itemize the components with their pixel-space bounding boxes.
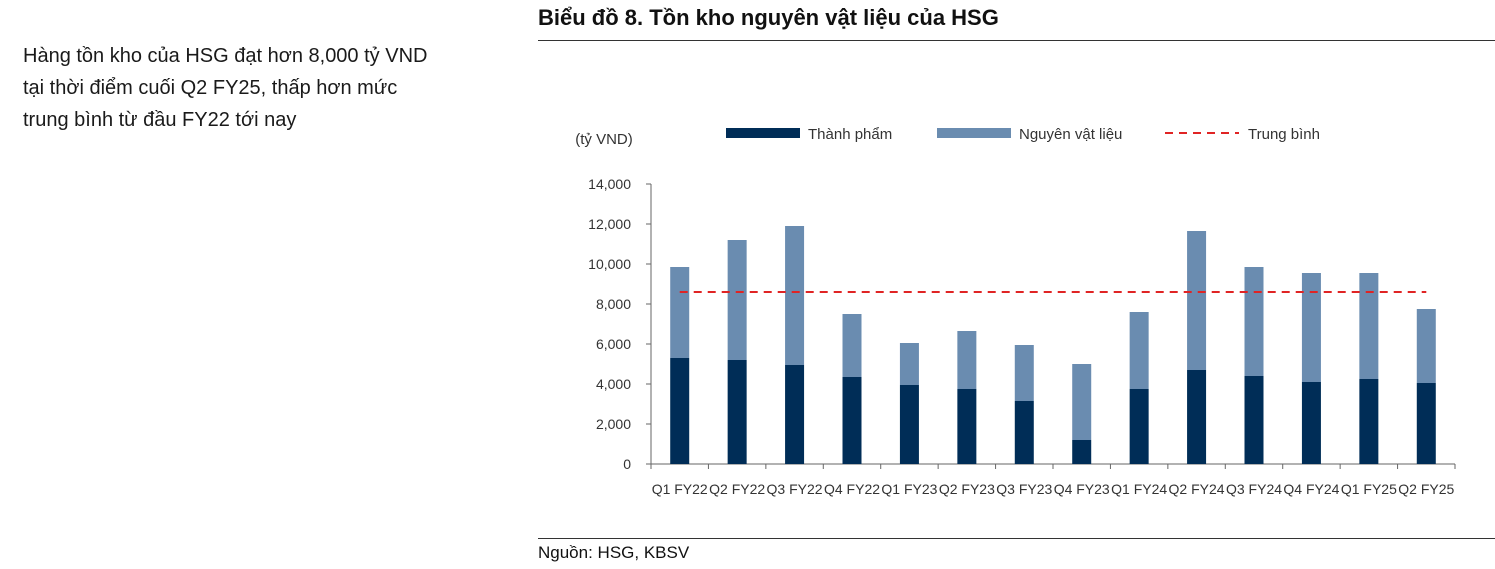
legend-swatch-nguyen-vat-lieu xyxy=(937,128,1011,138)
bar-nguyen-vat-lieu xyxy=(670,267,690,358)
y-tick-label: 10,000 xyxy=(588,256,631,272)
bar-thanh-pham xyxy=(1244,376,1264,464)
x-tick-label: Q2 FY24 xyxy=(1169,481,1225,497)
commentary-line: Hàng tồn kho của HSG đạt hơn 8,000 tỷ VN… xyxy=(23,45,428,67)
bar-thanh-pham xyxy=(1301,382,1321,464)
bar-nguyen-vat-lieu xyxy=(1187,231,1207,370)
x-tick-label: Q1 FY23 xyxy=(881,481,937,497)
x-tick-label: Q4 FY23 xyxy=(1054,481,1110,497)
y-tick-label: 0 xyxy=(623,456,631,472)
bar-nguyen-vat-lieu xyxy=(1014,345,1034,401)
x-tick-label: Q1 FY24 xyxy=(1111,481,1167,497)
bar-thanh-pham xyxy=(785,365,805,464)
source-divider xyxy=(538,538,1495,539)
commentary-line: tại thời điểm cuối Q2 FY25, thấp hơn mức xyxy=(23,77,398,99)
y-tick-label: 2,000 xyxy=(596,416,631,432)
bar-thanh-pham xyxy=(1416,383,1436,464)
legend-swatch-thanh-pham xyxy=(726,128,800,138)
chart-title: Biểu đồ 8. Tồn kho nguyên vật liệu của H… xyxy=(538,5,999,30)
bar-thanh-pham xyxy=(1072,440,1092,464)
bar-thanh-pham xyxy=(1359,379,1379,464)
x-tick-label: Q3 FY24 xyxy=(1226,481,1282,497)
legend-label-nguyen-vat-lieu: Nguyên vật liệu xyxy=(1019,126,1122,143)
bar-thanh-pham xyxy=(1014,401,1034,464)
x-tick-label: Q2 FY23 xyxy=(939,481,995,497)
x-tick-label: Q3 FY22 xyxy=(767,481,823,497)
bar-thanh-pham xyxy=(1187,370,1207,464)
y-tick-label: 4,000 xyxy=(596,376,631,392)
x-tick-label: Q4 FY24 xyxy=(1283,481,1339,497)
y-tick-label: 6,000 xyxy=(596,336,631,352)
x-tick-label: Q3 FY23 xyxy=(996,481,1052,497)
commentary-line: trung bình từ đầu FY22 tới nay xyxy=(23,109,297,131)
bar-nguyen-vat-lieu xyxy=(899,343,919,385)
bar-nguyen-vat-lieu xyxy=(1301,273,1321,382)
bar-nguyen-vat-lieu xyxy=(957,331,977,389)
bar-thanh-pham xyxy=(1129,389,1149,464)
x-tick-label: Q2 FY25 xyxy=(1398,481,1454,497)
bar-nguyen-vat-lieu xyxy=(727,240,747,360)
x-tick-label: Q2 FY22 xyxy=(709,481,765,497)
bar-thanh-pham xyxy=(670,358,690,464)
y-tick-label: 8,000 xyxy=(596,296,631,312)
bar-thanh-pham xyxy=(842,377,862,464)
bar-nguyen-vat-lieu xyxy=(1244,267,1264,376)
y-tick-label: 14,000 xyxy=(588,176,631,192)
unit-label: (tỷ VND) xyxy=(575,131,633,148)
x-tick-label: Q1 FY25 xyxy=(1341,481,1397,497)
bar-thanh-pham xyxy=(727,360,747,464)
y-tick-label: 12,000 xyxy=(588,216,631,232)
bar-nguyen-vat-lieu xyxy=(1416,309,1436,383)
bar-thanh-pham xyxy=(899,385,919,464)
legend-label-thanh-pham: Thành phẩm xyxy=(808,126,892,143)
title-divider xyxy=(538,40,1495,41)
x-tick-label: Q1 FY22 xyxy=(652,481,708,497)
bar-nguyen-vat-lieu xyxy=(842,314,862,377)
bar-nguyen-vat-lieu xyxy=(1072,364,1092,440)
bar-nguyen-vat-lieu xyxy=(785,226,805,365)
bar-nguyen-vat-lieu xyxy=(1359,273,1379,379)
bar-thanh-pham xyxy=(957,389,977,464)
x-tick-label: Q4 FY22 xyxy=(824,481,880,497)
bar-nguyen-vat-lieu xyxy=(1129,312,1149,389)
source-note: Nguồn: HSG, KBSV xyxy=(538,543,690,562)
legend-label-trung-binh: Trung bình xyxy=(1248,126,1320,143)
commentary: Hàng tồn kho của HSG đạt hơn 8,000 tỷ VN… xyxy=(23,40,483,136)
